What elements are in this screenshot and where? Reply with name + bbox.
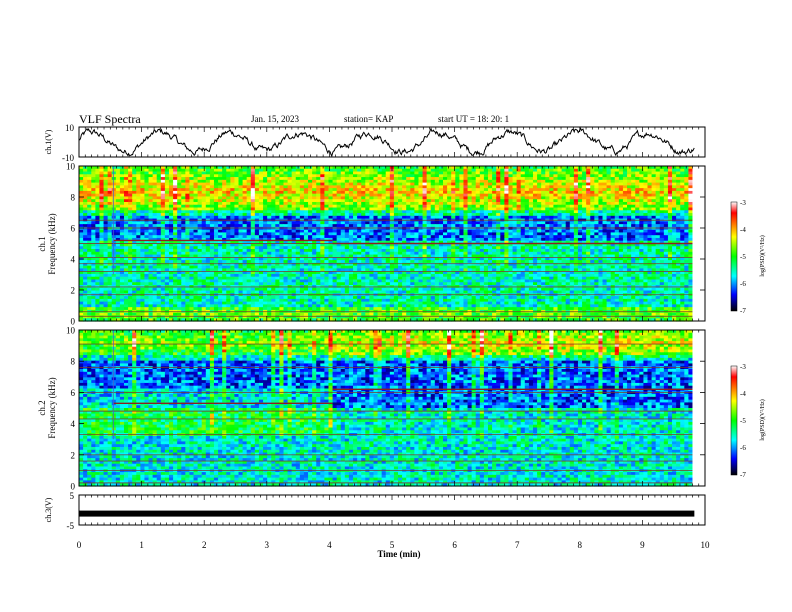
ch1-waveform-ylabel: ch.1(V) xyxy=(44,129,53,154)
ch1-waveform-line xyxy=(79,128,694,156)
ch1-ytick-top: 10 xyxy=(65,123,75,133)
ch1-waveform-panel: 10 -10 ch.1(V) xyxy=(44,123,705,163)
